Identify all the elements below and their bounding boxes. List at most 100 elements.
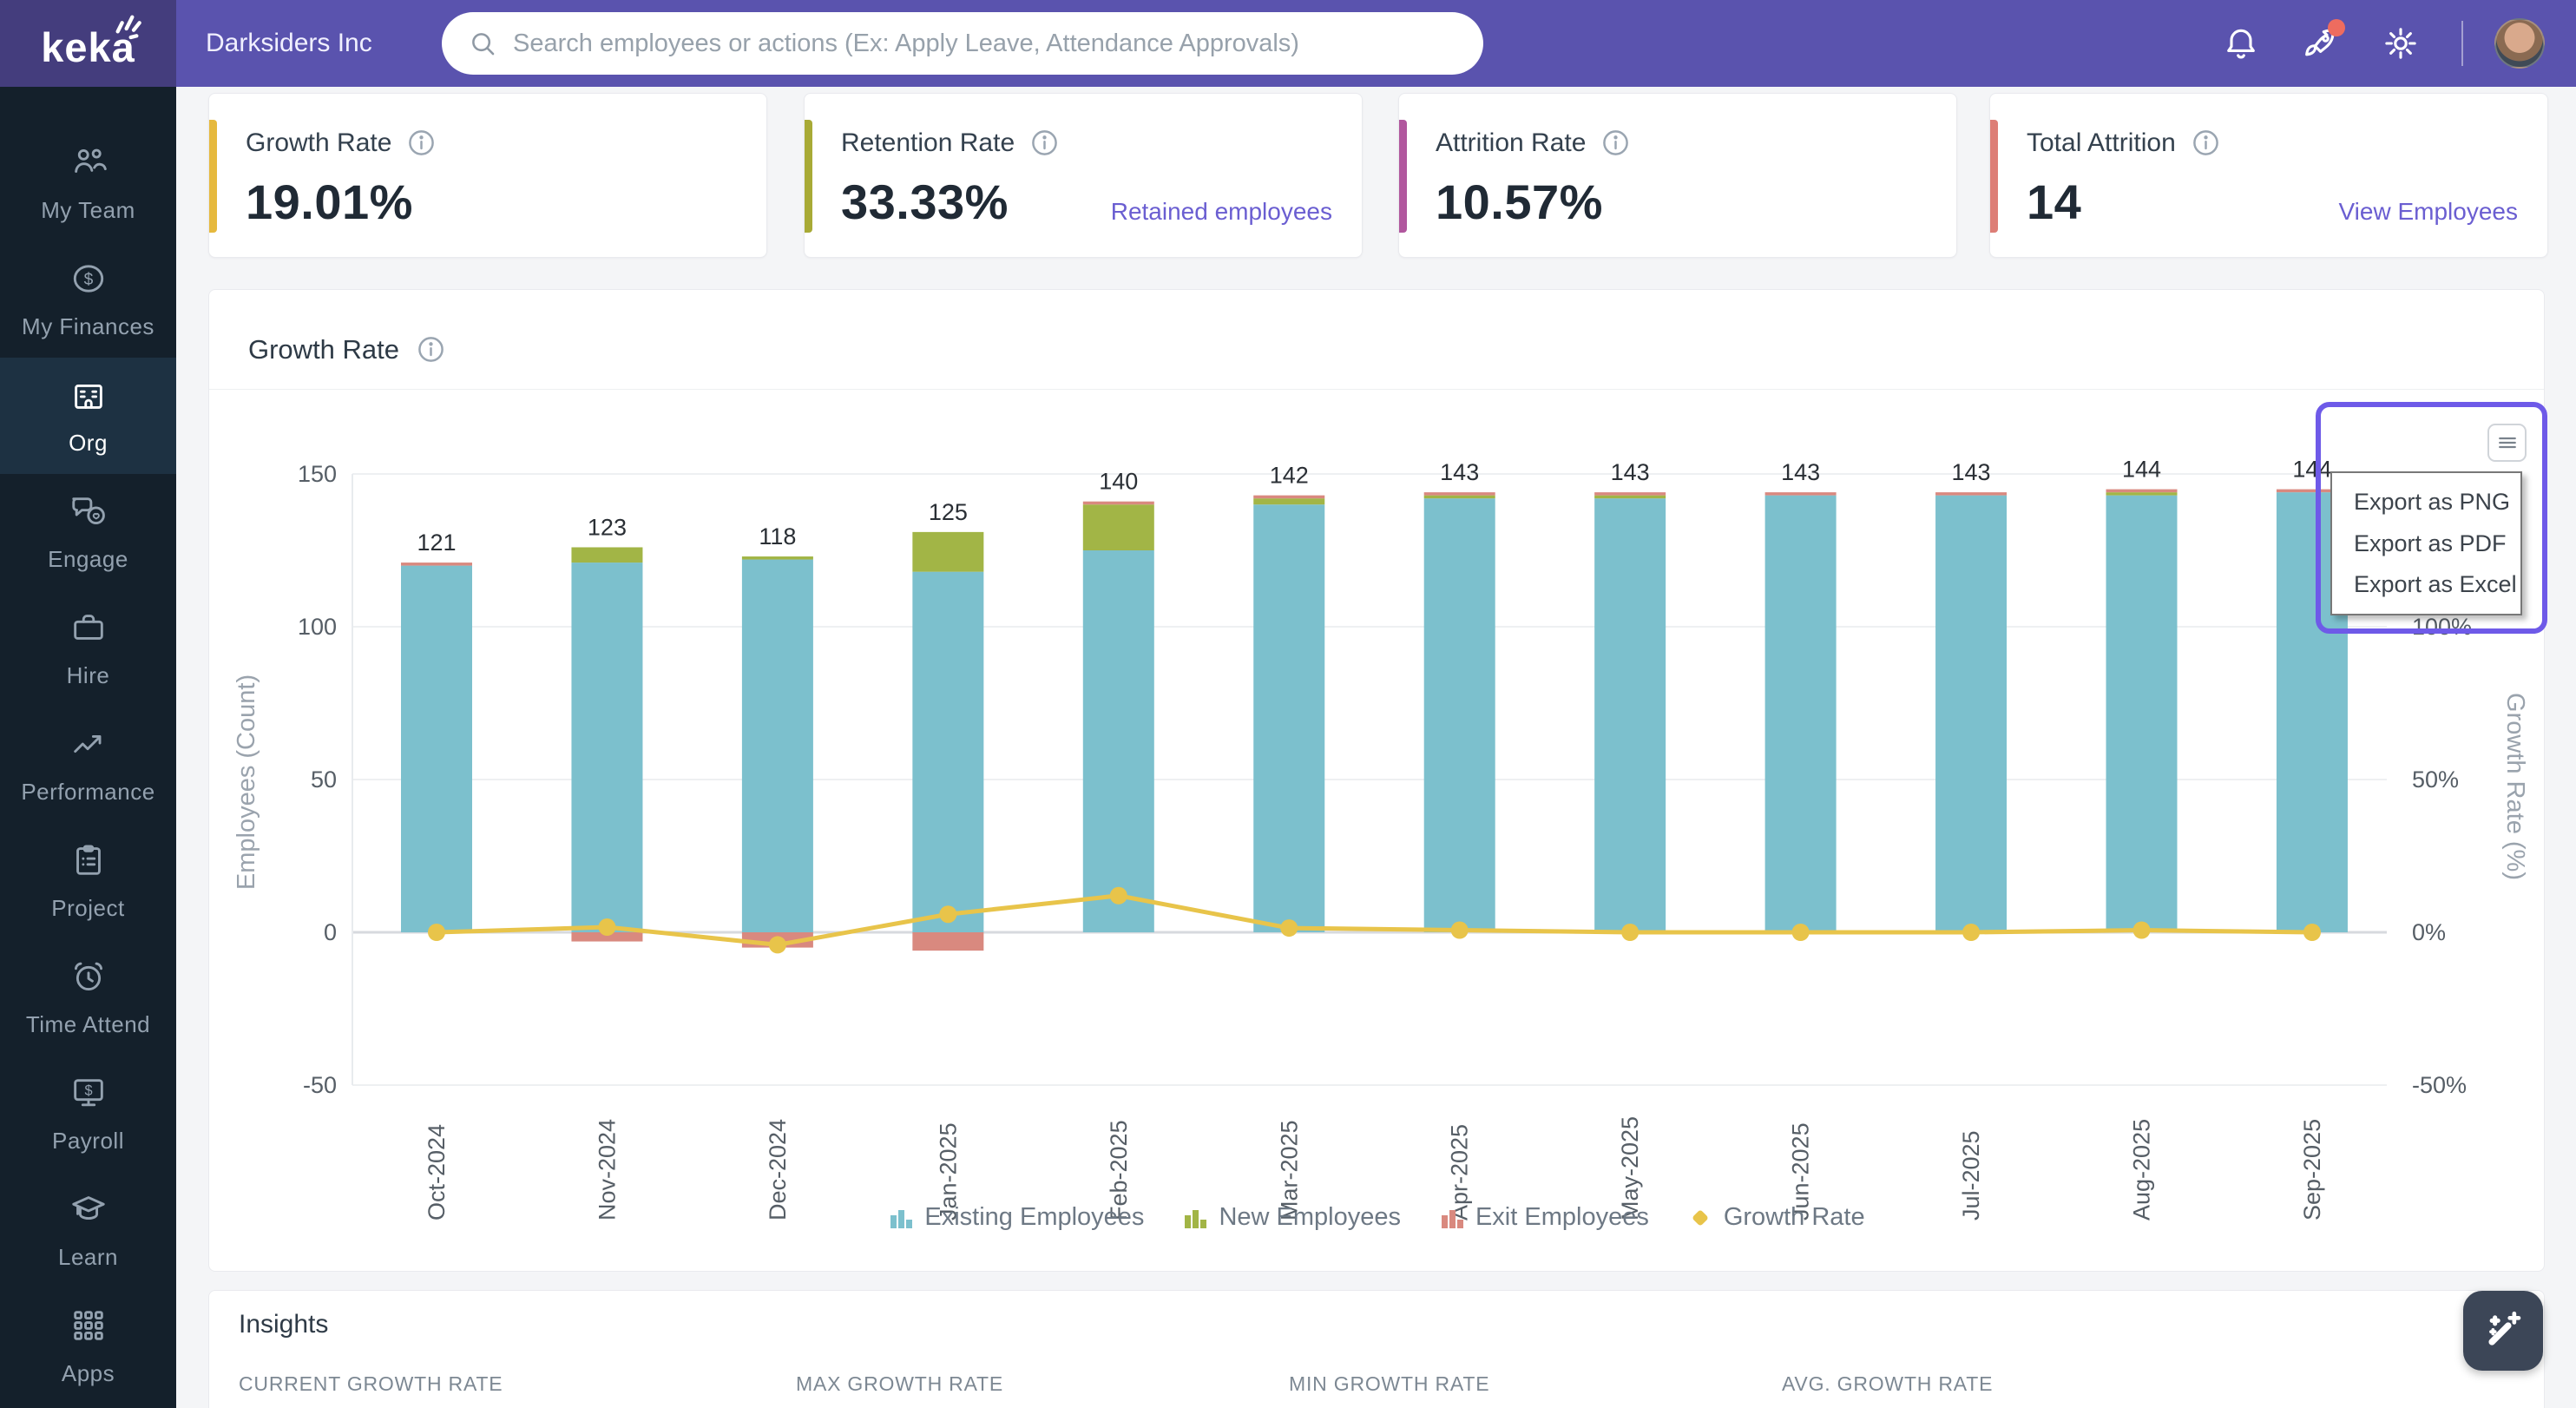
growth-rate-point[interactable] [2303,924,2321,941]
exit-employees-bar [1253,495,1325,499]
info-icon[interactable] [405,127,437,159]
sidebar-item-hire[interactable]: Hire [0,590,176,707]
x-axis-tick: Sep-2025 [2299,1119,2325,1220]
bar-group-Dec-2024[interactable]: 118 Dec-2024 [741,523,813,1220]
card-accent-bar [1399,120,1407,233]
bar-group-Nov-2024[interactable]: 123 Nov-2024 [571,514,643,1220]
card-title: Total Attrition [2027,128,2176,157]
learn-icon [69,1189,108,1234]
new-employees-bar [2106,492,2178,496]
legend-label: New Employees [1219,1203,1401,1231]
search-input[interactable] [513,29,1457,58]
growth-rate-point[interactable] [1791,924,1810,941]
bar-group-Jun-2025[interactable]: 143 Jun-2025 [1764,459,1837,1220]
growth-rate-chart: 150 100 50 0 -50 100% 50% 0% -50% Employees (Coun… [233,457,2529,1220]
growth-rate-point[interactable] [1109,886,1127,905]
growth-rate-card: Growth Rate 150 100 50 0 -50 100% 50% 0% -50% Emp… [208,289,2545,1272]
whats-new-button[interactable] [2302,19,2345,63]
legend-item-growth-rate[interactable]: Growth Rate [1687,1203,1865,1232]
insight-label: MAX GROWTH RATE [796,1372,1004,1395]
sidebar-item-project[interactable]: Project [0,823,176,939]
sidebar-item-label: Payroll [52,1128,124,1154]
growth-rate-point[interactable] [1450,921,1469,939]
legend-item-new-employees[interactable]: New Employees [1182,1203,1401,1232]
sidebar-item-my-finances[interactable]: $ My Finances [0,241,176,358]
bar-group-Jul-2025[interactable]: 143 Jul-2025 [1935,459,2008,1220]
sidebar-item-org[interactable]: Org [0,358,176,474]
topbar-actions [2222,0,2576,87]
card-value: 19.01% [246,174,413,229]
bar-group-Mar-2025[interactable]: 142 Mar-2025 [1253,463,1325,1220]
magic-wand-icon [2488,1311,2521,1345]
chart-header-divider [209,389,2544,390]
growth-rate-point[interactable] [428,924,445,941]
export-menu: Export as PNG Export as PDF Export as Exce… [2330,471,2522,615]
user-avatar[interactable] [2494,18,2545,69]
mini-bars-icon [1185,1209,1207,1228]
legend-item-existing-employees[interactable]: Existing Employees [888,1203,1144,1232]
export-menu-item-png[interactable]: Export as PNG [2354,489,2511,516]
info-icon[interactable] [1600,127,1632,159]
bar-group-Sep-2025[interactable]: 144 Sep-2025 [2276,457,2348,1220]
x-axis-tick: Feb-2025 [1106,1120,1132,1220]
card-link[interactable]: View Employees [2338,198,2518,225]
growth-rate-point[interactable] [1621,924,1640,941]
x-axis-tick: Dec-2024 [765,1119,791,1220]
export-menu-item-pdf[interactable]: Export as PDF [2354,530,2507,556]
ai-assistant-button[interactable] [2463,1291,2543,1371]
legend-item-exit-employees[interactable]: Exit Employees [1439,1203,1649,1232]
card-value: 33.33% [841,174,1009,229]
sidebar-item-label: Apps [61,1360,115,1386]
chart-legend: Existing Employees New Employees Exit Empl… [209,1203,2544,1232]
growth-rate-point[interactable] [939,905,957,924]
bar-group-Feb-2025[interactable]: 140 Feb-2025 [1082,469,1154,1220]
search-icon [472,33,495,56]
y-axis-tick-right: -50% [2412,1072,2467,1098]
sidebar-item-learn[interactable]: Learn [0,1172,176,1288]
card-link[interactable]: Retained employees [1110,198,1332,225]
sidebar-item-label: Performance [21,779,155,805]
kpi-card-retention-rate: Retention Rate 33.33% Retained employees [804,93,1363,258]
y-axis-tick-left: 0 [324,919,337,945]
growth-rate-point[interactable] [768,936,786,954]
y-axis-title-right: Growth Rate (%) [2501,693,2529,880]
sidebar-item-engage[interactable]: Engage [0,474,176,590]
bar-group-Oct-2024[interactable]: 121 Oct-2024 [401,530,472,1220]
sidebar-item-label: Project [51,895,125,921]
notifications-button[interactable] [2222,24,2260,63]
sidebar-item-my-team[interactable]: My Team [0,125,176,241]
search-bar[interactable] [442,12,1483,75]
bar-total-label: 144 [2122,457,2161,483]
x-axis-tick: Mar-2025 [1276,1120,1302,1220]
info-icon[interactable] [1028,127,1061,159]
sidebar-item-payroll[interactable]: $ Payroll [0,1056,176,1172]
rocket-badge [2328,19,2345,36]
settings-button[interactable] [2382,24,2420,63]
growth-rate-point[interactable] [598,918,616,937]
insights-heading: Insights [239,1310,329,1339]
sidebar-item-performance[interactable]: Performance [0,707,176,823]
bar-total-label: 143 [1952,459,1991,485]
kpi-card-growth-rate: Growth Rate 19.01% [208,93,767,258]
sidebar-item-label: Org [69,430,108,456]
growth-rate-point[interactable] [1280,919,1298,938]
bar-group-May-2025[interactable]: 143 May-2025 [1594,459,1666,1220]
growth-rate-point[interactable] [1962,924,1981,941]
export-menu-item-excel[interactable]: Export as Excel [2354,570,2517,597]
chart-export-button[interactable] [2487,424,2527,462]
mini-bars-icon [1441,1209,1463,1228]
info-icon[interactable] [415,333,447,365]
x-axis-tick: Oct-2024 [424,1124,450,1220]
sidebar-item-apps[interactable]: Apps [0,1288,176,1405]
info-icon[interactable] [2190,127,2222,159]
bar-group-Apr-2025[interactable]: 143 Apr-2025 [1423,459,1495,1220]
bar-group-Aug-2025[interactable]: 144 Aug-2025 [2106,457,2178,1220]
growth-rate-point[interactable] [2132,921,2151,939]
bar-group-Jan-2025[interactable]: 125 Jan-2025 [912,499,984,1220]
new-employees-bar [571,547,643,563]
insights-card: Insights CURRENT GROWTH RATE MAX GROWTH R… [208,1290,2545,1408]
keka-logo[interactable]: keka [0,0,176,87]
sidebar-item-time-attend[interactable]: Time Attend [0,939,176,1056]
card-accent-bar [209,120,217,233]
y-axis-tick-right: 0% [2412,919,2446,945]
